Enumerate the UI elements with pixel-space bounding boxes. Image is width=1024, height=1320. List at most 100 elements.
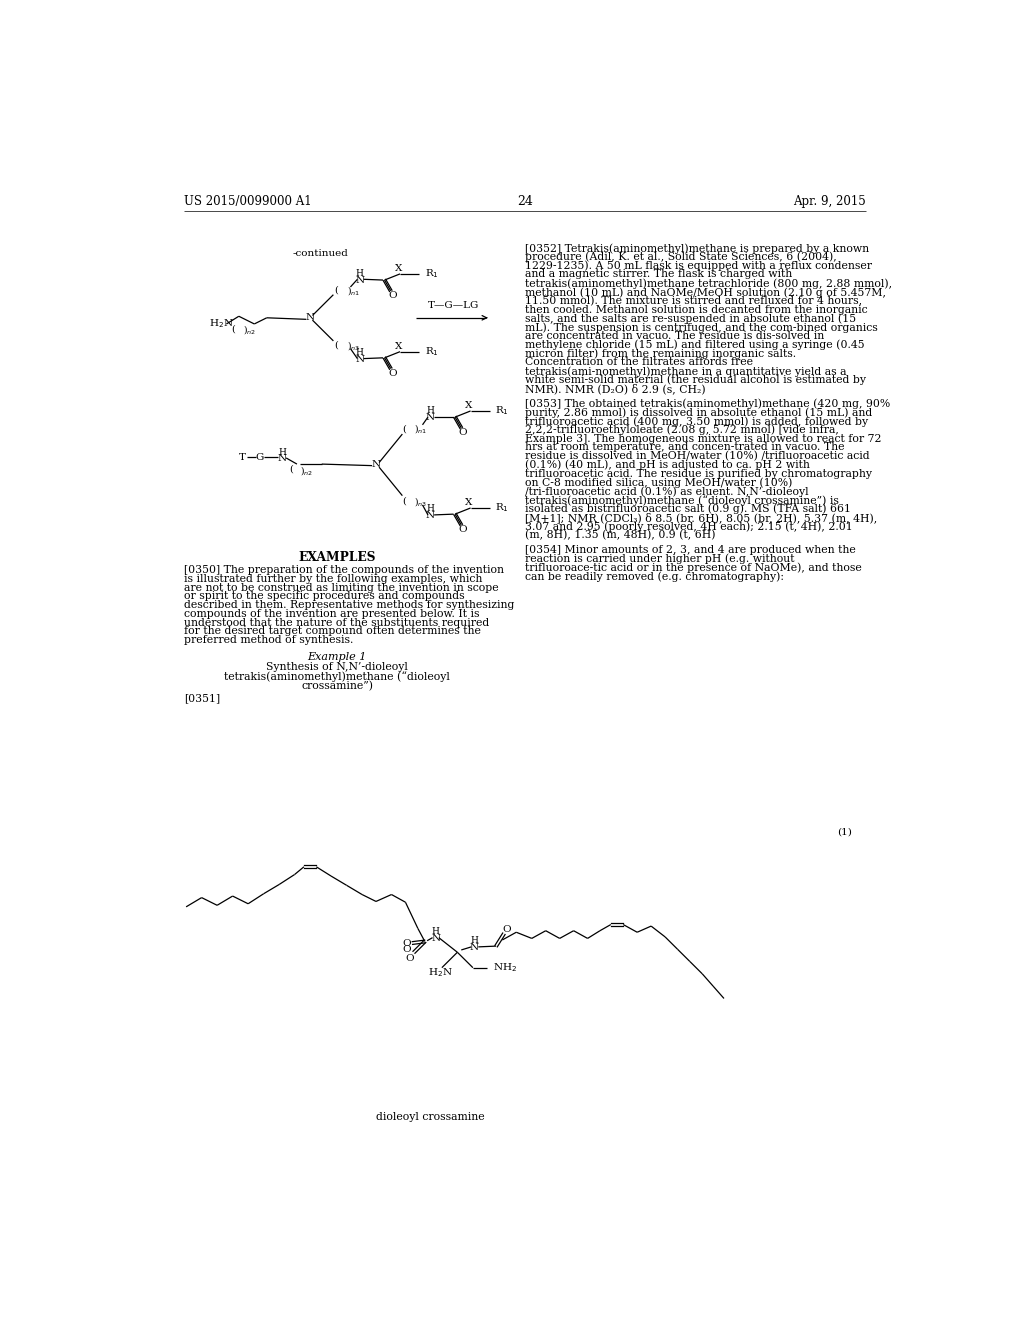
Text: H$_2$N: H$_2$N bbox=[428, 966, 453, 978]
Text: understood that the nature of the substituents required: understood that the nature of the substi… bbox=[183, 618, 489, 627]
Text: (: ( bbox=[231, 325, 236, 333]
Text: trifluoroace-tic acid or in the presence of NaOMe), and those: trifluoroace-tic acid or in the presence… bbox=[524, 562, 861, 573]
Text: or spirit to the specific procedures and compounds: or spirit to the specific procedures and… bbox=[183, 591, 465, 602]
Text: can be readily removed (e.g. chromatography):: can be readily removed (e.g. chromatogra… bbox=[524, 572, 783, 582]
Text: 3.07 and 2.95 (poorly resolved, 4H each); 2.15 (t, 4H), 2.01: 3.07 and 2.95 (poorly resolved, 4H each)… bbox=[524, 521, 853, 532]
Text: H: H bbox=[432, 927, 439, 936]
Text: on C-8 modified silica, using MeOH/water (10%): on C-8 modified silica, using MeOH/water… bbox=[524, 478, 793, 488]
Text: (: ( bbox=[289, 465, 293, 473]
Text: trifluoroacetic acid (400 mg, 3.50 mmol) is added, followed by: trifluoroacetic acid (400 mg, 3.50 mmol)… bbox=[524, 416, 868, 426]
Text: are not to be construed as limiting the invention in scope: are not to be construed as limiting the … bbox=[183, 582, 499, 593]
Text: H: H bbox=[355, 348, 364, 356]
Text: mL). The suspension is centrifuged, and the com-bined organics: mL). The suspension is centrifuged, and … bbox=[524, 322, 878, 333]
Text: R$_1$: R$_1$ bbox=[496, 502, 509, 515]
Text: T—G—LG: T—G—LG bbox=[428, 301, 479, 310]
Text: Example 3]. The homogeneous mixture is allowed to react for 72: Example 3]. The homogeneous mixture is a… bbox=[524, 433, 882, 444]
Text: micron filter) from the remaining inorganic salts.: micron filter) from the remaining inorga… bbox=[524, 348, 796, 359]
Text: X: X bbox=[465, 401, 473, 411]
Text: X: X bbox=[395, 342, 402, 351]
Text: O: O bbox=[401, 945, 411, 953]
Text: (: ( bbox=[335, 341, 338, 350]
Text: residue is dissolved in MeOH/water (10%) /trifluoroacetic acid: residue is dissolved in MeOH/water (10%)… bbox=[524, 451, 869, 462]
Text: O: O bbox=[402, 939, 412, 948]
Text: )$_{\mathit{n}2}$: )$_{\mathit{n}2}$ bbox=[300, 463, 313, 477]
Text: methylene chloride (15 mL) and filtered using a syringe (0.45: methylene chloride (15 mL) and filtered … bbox=[524, 339, 864, 350]
Text: NH$_2$: NH$_2$ bbox=[493, 961, 517, 974]
Text: methanol (10 mL) and NaOMe/MeOH solution (2.10 g of 5.457M,: methanol (10 mL) and NaOMe/MeOH solution… bbox=[524, 286, 886, 297]
Text: Concentration of the filtrates affords free: Concentration of the filtrates affords f… bbox=[524, 358, 753, 367]
Text: N: N bbox=[426, 511, 435, 520]
Text: EXAMPLES: EXAMPLES bbox=[299, 552, 376, 564]
Text: [0353] The obtained tetrakis(aminomethyl)methane (420 mg, 90%: [0353] The obtained tetrakis(aminomethyl… bbox=[524, 399, 890, 409]
Text: for the desired target compound often determines the: for the desired target compound often de… bbox=[183, 627, 480, 636]
Text: N: N bbox=[431, 935, 440, 942]
Text: (: ( bbox=[402, 424, 406, 433]
Text: preferred method of synthesis.: preferred method of synthesis. bbox=[183, 635, 353, 645]
Text: [M+1]; NMR (CDCl₃) δ 8.5 (br. 6H), 8.05 (br, 2H), 5.37 (m, 4H),: [M+1]; NMR (CDCl₃) δ 8.5 (br. 6H), 8.05 … bbox=[524, 512, 877, 524]
Text: reaction is carried under higher pH (e.g. without: reaction is carried under higher pH (e.g… bbox=[524, 554, 795, 565]
Text: Example 1: Example 1 bbox=[307, 652, 367, 661]
Text: described in them. Representative methods for synthesizing: described in them. Representative method… bbox=[183, 601, 514, 610]
Text: H: H bbox=[426, 407, 434, 416]
Text: R$_1$: R$_1$ bbox=[425, 268, 438, 280]
Text: )$_{\mathit{n}1}$: )$_{\mathit{n}1}$ bbox=[414, 422, 427, 436]
Text: 11.50 mmol). The mixture is stirred and refluxed for 4 hours,: 11.50 mmol). The mixture is stirred and … bbox=[524, 296, 862, 306]
Text: dioleoyl crossamine: dioleoyl crossamine bbox=[376, 1111, 484, 1122]
Text: NMR). NMR (D₂O) δ 2.9 (s, CH₂): NMR). NMR (D₂O) δ 2.9 (s, CH₂) bbox=[524, 384, 706, 395]
Text: H: H bbox=[355, 269, 364, 277]
Text: are concentrated in vacuo. The residue is dis-solved in: are concentrated in vacuo. The residue i… bbox=[524, 331, 824, 341]
Text: )$_{\mathit{n}3}$: )$_{\mathit{n}3}$ bbox=[346, 339, 359, 352]
Text: (m, 8H), 1.35 (m, 48H), 0.9 (t, 6H): (m, 8H), 1.35 (m, 48H), 0.9 (t, 6H) bbox=[524, 531, 716, 540]
Text: X: X bbox=[465, 498, 473, 507]
Text: crossamine”): crossamine”) bbox=[301, 681, 374, 692]
Text: )$_{\mathit{n}3}$: )$_{\mathit{n}3}$ bbox=[414, 495, 427, 508]
Text: white semi-solid material (the residual alcohol is estimated by: white semi-solid material (the residual … bbox=[524, 375, 866, 385]
Text: 1229-1235). A 50 mL flask is equipped with a reflux condenser: 1229-1235). A 50 mL flask is equipped wi… bbox=[524, 260, 871, 271]
Text: [0354] Minor amounts of 2, 3, and 4 are produced when the: [0354] Minor amounts of 2, 3, and 4 are … bbox=[524, 545, 855, 556]
Text: N: N bbox=[278, 454, 287, 463]
Text: US 2015/0099000 A1: US 2015/0099000 A1 bbox=[183, 195, 311, 209]
Text: O: O bbox=[388, 290, 396, 300]
Text: tetrakis(aminomethyl)methane (“dioleoyl: tetrakis(aminomethyl)methane (“dioleoyl bbox=[224, 672, 451, 682]
Text: (: ( bbox=[402, 496, 406, 506]
Text: (1): (1) bbox=[838, 828, 852, 837]
Text: )$_{\mathit{n}1}$: )$_{\mathit{n}1}$ bbox=[346, 284, 359, 297]
Text: R$_1$: R$_1$ bbox=[496, 404, 509, 417]
Text: H: H bbox=[426, 504, 434, 513]
Text: T: T bbox=[240, 453, 246, 462]
Text: N: N bbox=[355, 276, 365, 285]
Text: compounds of the invention are presented below. It is: compounds of the invention are presented… bbox=[183, 609, 479, 619]
Text: tetrakis(aminomethyl)methane tetrachloride (800 mg, 2.88 mmol),: tetrakis(aminomethyl)methane tetrachlori… bbox=[524, 279, 892, 289]
Text: tetrakis(ami-nomethyl)methane in a quantitative yield as a: tetrakis(ami-nomethyl)methane in a quant… bbox=[524, 366, 846, 376]
Text: Synthesis of N,N’-dioleoyl: Synthesis of N,N’-dioleoyl bbox=[266, 663, 409, 672]
Text: [0351]: [0351] bbox=[183, 693, 220, 704]
Text: tetrakis(aminomethyl)methane (“dioleoyl crossamine”) is: tetrakis(aminomethyl)methane (“dioleoyl … bbox=[524, 495, 839, 506]
Text: O: O bbox=[503, 925, 511, 933]
Text: N: N bbox=[372, 461, 381, 470]
Text: H$_2$N: H$_2$N bbox=[209, 318, 234, 330]
Text: and a magnetic stirrer. The flask is charged with: and a magnetic stirrer. The flask is cha… bbox=[524, 269, 792, 280]
Text: purity, 2.86 mmol) is dissolved in absolute ethanol (15 mL) and: purity, 2.86 mmol) is dissolved in absol… bbox=[524, 408, 872, 418]
Text: hrs at room temperature, and concen-trated in vacuo. The: hrs at room temperature, and concen-trat… bbox=[524, 442, 845, 453]
Text: N: N bbox=[426, 413, 435, 422]
Text: H: H bbox=[279, 447, 286, 457]
Text: )$_{\mathit{n}2}$: )$_{\mathit{n}2}$ bbox=[244, 323, 256, 335]
Text: [0352] Tetrakis(aminomethyl)methane is prepared by a known: [0352] Tetrakis(aminomethyl)methane is p… bbox=[524, 243, 869, 253]
Text: salts, and the salts are re-suspended in absolute ethanol (15: salts, and the salts are re-suspended in… bbox=[524, 313, 856, 323]
Text: (: ( bbox=[335, 285, 338, 294]
Text: trifluoroacetic acid. The residue is purified by chromatography: trifluoroacetic acid. The residue is pur… bbox=[524, 469, 871, 479]
Text: Apr. 9, 2015: Apr. 9, 2015 bbox=[793, 195, 866, 209]
Text: is illustrated further by the following examples, which: is illustrated further by the following … bbox=[183, 574, 482, 583]
Text: N: N bbox=[305, 313, 314, 322]
Text: G: G bbox=[256, 453, 264, 462]
Text: H: H bbox=[470, 936, 478, 945]
Text: X: X bbox=[395, 264, 402, 273]
Text: then cooled. Methanol solution is decanted from the inorganic: then cooled. Methanol solution is decant… bbox=[524, 305, 867, 314]
Text: N: N bbox=[470, 944, 479, 952]
Text: O: O bbox=[459, 428, 467, 437]
Text: /tri-fluoroacetic acid (0.1%) as eluent. N,N’-dioleoyl: /tri-fluoroacetic acid (0.1%) as eluent.… bbox=[524, 486, 808, 496]
Text: O: O bbox=[406, 954, 414, 962]
Text: (0.1%) (40 mL), and pH is adjusted to ca. pH 2 with: (0.1%) (40 mL), and pH is adjusted to ca… bbox=[524, 459, 810, 470]
Text: -continued: -continued bbox=[292, 249, 348, 259]
Text: N: N bbox=[355, 355, 365, 364]
